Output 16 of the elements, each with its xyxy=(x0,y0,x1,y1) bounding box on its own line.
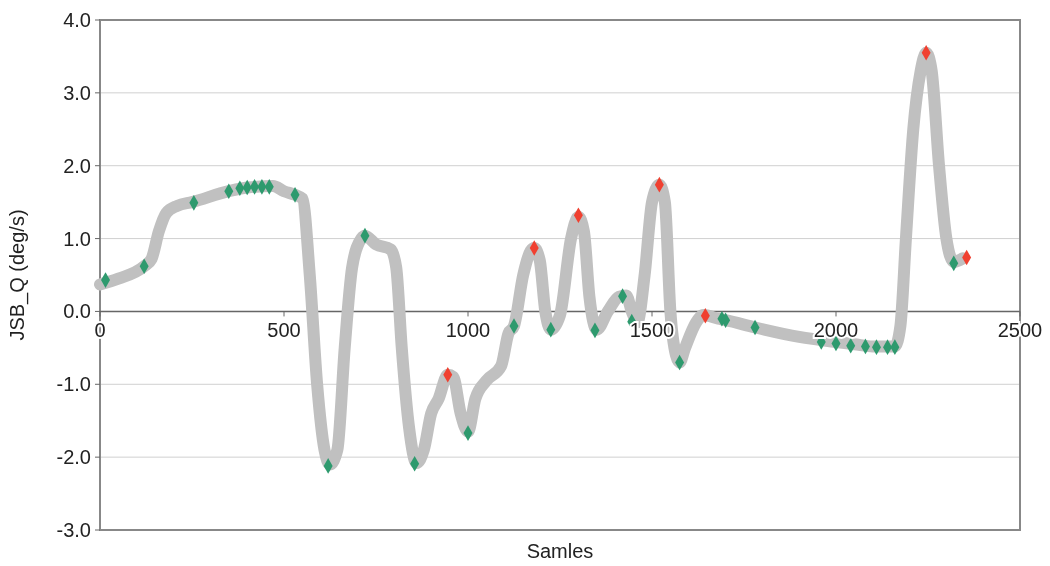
y-tick-label: -2.0 xyxy=(56,446,91,469)
y-tick-label: 3.0 xyxy=(63,81,91,104)
y-tick-label: -3.0 xyxy=(56,519,91,541)
x-tick-label: 2000 xyxy=(813,319,859,342)
x-tick-label: 500 xyxy=(267,319,301,342)
y-tick-label: 0.0 xyxy=(63,300,91,323)
x-tick-label: 0 xyxy=(94,319,106,342)
x-tick-label: 1000 xyxy=(445,319,491,342)
x-axis-title: Samles xyxy=(526,540,594,562)
y-tick-label: -1.0 xyxy=(56,373,91,396)
y-tick-label: 4.0 xyxy=(63,9,91,31)
x-tick-label: 2500 xyxy=(997,319,1043,342)
y-tick-label: 2.0 xyxy=(63,154,91,177)
y-tick-label: 1.0 xyxy=(63,227,91,250)
x-tick-label: 1500 xyxy=(629,319,675,342)
y-axis-title: JSB_Q (deg/s) xyxy=(6,209,29,341)
